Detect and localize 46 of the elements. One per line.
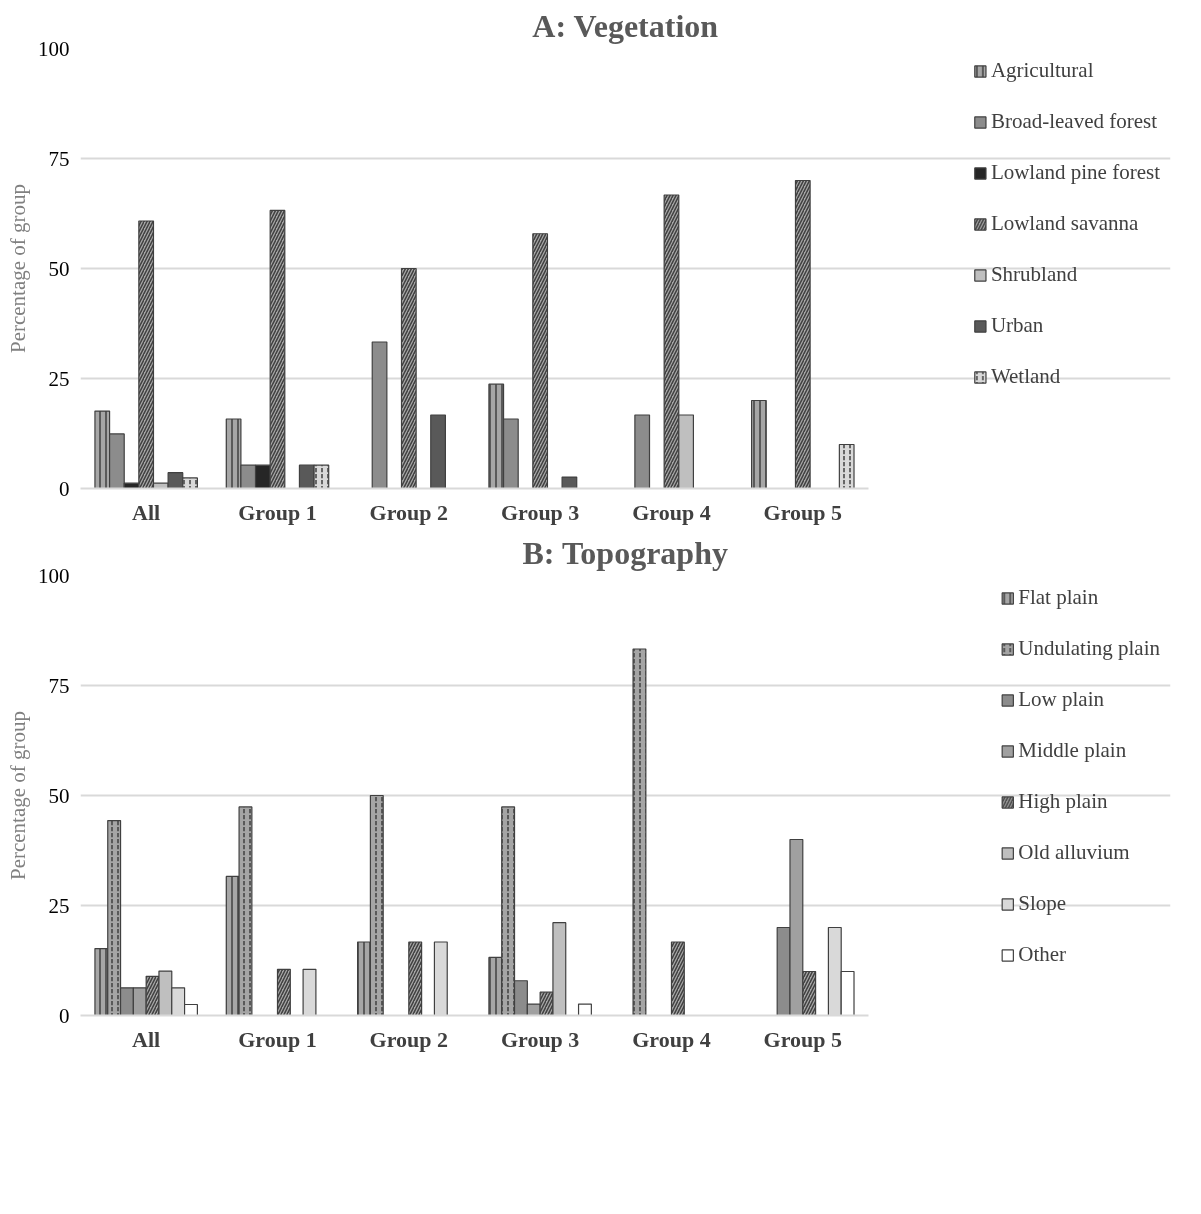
bar: [371, 341, 388, 489]
chart-title: B: Topography: [522, 534, 728, 571]
y-tick-label: 50: [48, 256, 70, 281]
legend-label: Middle plain: [1018, 738, 1127, 763]
legend-label: Urban: [990, 313, 1044, 338]
chart-title: A: Vegetation: [532, 7, 719, 44]
x-tick-label: Group 2: [369, 499, 449, 525]
y-tick-label: 0: [59, 476, 70, 501]
bar: [634, 414, 651, 489]
legend-label: Wetland: [990, 364, 1061, 389]
y-tick-label: 75: [48, 146, 70, 171]
legend-label: Agricultural: [990, 58, 1094, 83]
x-tick-label: Group 4: [632, 499, 711, 525]
legend-label: Lowland savanna: [990, 211, 1139, 236]
x-tick-label: Group 1: [238, 1026, 317, 1052]
x-tick-label: All: [132, 499, 161, 525]
y-axis-title: Percentage of group: [6, 710, 30, 881]
x-tick-label: Group 4: [632, 1026, 711, 1052]
legend-label: Slope: [1018, 891, 1067, 916]
x-tick-label: All: [132, 1026, 161, 1052]
legend-label: Lowland pine forest: [990, 160, 1160, 185]
y-tick-label: 0: [59, 1003, 70, 1028]
legend-label: Other: [1018, 942, 1067, 967]
x-tick-label: Group 5: [763, 1026, 843, 1052]
y-tick-label: 50: [48, 783, 70, 808]
y-tick-label: 100: [38, 563, 70, 588]
y-tick-label: 25: [48, 893, 70, 918]
legend-label: Undulating plain: [1018, 636, 1160, 661]
bar: [561, 476, 578, 489]
legend-label: Broad-leaved forest: [990, 109, 1158, 134]
x-tick-label: Group 5: [763, 499, 843, 525]
x-tick-label: Group 1: [238, 499, 317, 525]
bar: [430, 414, 446, 489]
x-tick-label: Group 2: [369, 1026, 449, 1052]
y-tick-label: 100: [38, 36, 70, 61]
legend-label: Low plain: [1018, 687, 1104, 712]
legend-label: Old alluvium: [1018, 840, 1130, 865]
x-tick-label: Group 3: [500, 1026, 580, 1052]
legend-label: Flat plain: [1018, 585, 1099, 610]
x-tick-label: Group 3: [500, 499, 580, 525]
y-tick-label: 25: [48, 366, 70, 391]
legend-label: Shrubland: [990, 262, 1078, 287]
y-tick-label: 75: [48, 673, 70, 698]
y-axis-title: Percentage of group: [6, 183, 30, 354]
legend-label: High plain: [1018, 789, 1108, 814]
bar: [577, 1003, 592, 1016]
